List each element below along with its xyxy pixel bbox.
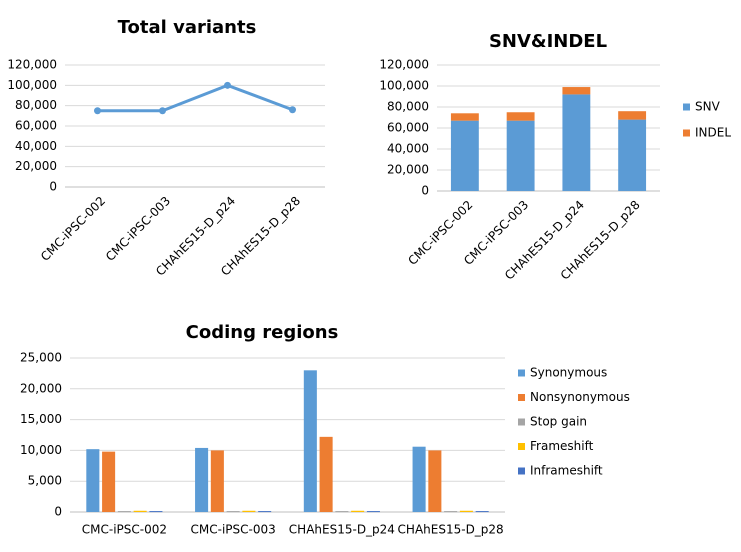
legend-swatch [518,467,525,475]
x-tick-label: CMC-iPSC-002 [38,194,108,264]
chart: Coding regions 0 5,000 10,000 15,000 20,000 25… [20,322,630,537]
y-tick-label: 5,000 [28,474,62,488]
legend-swatch [518,369,525,377]
y-tick-label: 120,000 [7,58,57,72]
bar [226,511,240,513]
legend-label: Frameshift [530,439,594,453]
bar [303,370,317,512]
legend-swatch [518,443,525,450]
y-tick-label: 60,000 [15,119,57,133]
bar [210,450,224,512]
y-tick-label: 20,000 [20,381,62,395]
bar [335,511,349,513]
bar [351,510,365,512]
bar [475,511,489,513]
y-tick-label: 0 [49,180,57,194]
legend-label: INDEL [695,126,731,140]
y-tick-label: 10,000 [20,443,62,457]
bar [258,511,272,513]
bar-segment [506,112,535,121]
y-tick-label: 100,000 [379,79,429,93]
bar [86,449,100,512]
x-tick-label: CHAhES15-D_p28 [398,523,504,537]
chart-title: Total variants [118,17,257,38]
legend-label: SNV [695,100,721,114]
line [97,83,294,113]
bar [444,511,458,513]
bar-segment [450,120,479,191]
x-tick-label: CHAhES15-D_p24 [289,523,395,537]
x-tick-label: CMC-iPSC-003 [191,523,276,537]
bar [133,510,147,512]
bar-segment [618,119,647,191]
marker [289,106,296,114]
marker [94,107,101,115]
y-tick-label: 80,000 [15,98,57,112]
bar-segment [506,120,535,191]
chart: Total variants 0 20,000 40,000 60,000 80,000 1… [7,17,325,279]
chart-title: Coding regions [186,322,339,343]
bar [428,450,442,512]
y-tick-label: 20,000 [387,163,429,177]
bar-segment [618,111,647,120]
bar [242,510,256,512]
bar [117,511,131,513]
y-tick-label: 120,000 [379,58,429,72]
chart: SNV&INDEL 0 20,000 40,000 60,000 80,000 100,00… [379,31,731,283]
bar [102,451,116,512]
y-tick-label: 20,000 [15,159,57,173]
y-tick-label: 100,000 [7,78,57,92]
bar-segment [562,87,591,95]
y-tick-label: 0 [421,184,429,198]
bar [319,436,333,512]
x-tick-label: CMC-iPSC-002 [82,523,167,537]
bar-segment [450,113,479,121]
bar [412,446,426,512]
legend-label: Stop gain [530,415,587,429]
bar [195,447,209,512]
bar [366,511,380,513]
y-tick-label: 25,000 [20,351,62,365]
legend-label: Inframeshift [530,464,603,478]
y-tick-label: 40,000 [15,139,57,153]
y-tick-label: 60,000 [387,121,429,135]
legend-swatch [518,418,525,426]
y-tick-label: 0 [54,505,62,519]
bar [459,510,473,512]
chart-title: SNV&INDEL [489,31,607,52]
y-tick-label: 40,000 [387,142,429,156]
bar-segment [562,94,591,191]
legend-swatch [683,103,690,111]
y-tick-label: 80,000 [387,100,429,114]
legend-swatch [518,394,525,401]
legend-label: Nonsynonymous [530,390,630,404]
legend-swatch [683,129,690,137]
marker [224,81,231,89]
marker [159,107,166,115]
bar [149,511,163,513]
y-tick-label: 15,000 [20,412,62,426]
x-tick-label: CMC-iPSC-003 [103,194,173,264]
legend-label: Synonymous [530,366,607,380]
